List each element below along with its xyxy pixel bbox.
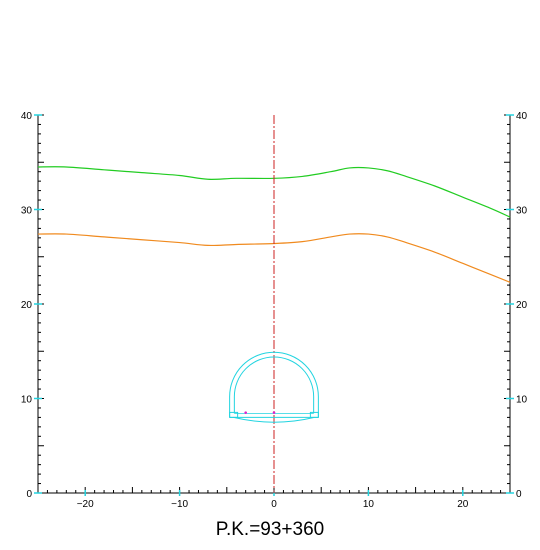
y-right-tick-label: 0 (516, 489, 522, 500)
x-tick-label: 0 (271, 499, 277, 510)
tunnel-section (229, 351, 319, 423)
y-left-tick-label: 30 (21, 206, 33, 217)
tunnel-invert (233, 416, 315, 423)
section-caption: P.K.=93+360 (215, 519, 325, 540)
y-left-tick-label: 20 (21, 300, 33, 311)
terrain-bottom-line (37, 233, 511, 283)
y-left-tick-label: 0 (26, 489, 32, 500)
axis-tick-labels: −20 −10 0 10 20 0 0 10 10 20 20 30 30 40 40 (21, 111, 528, 510)
x-tick-label: 20 (457, 499, 469, 510)
y-right-tick-label: 40 (516, 111, 528, 122)
y-left-tick-label: 10 (21, 395, 33, 406)
x-tick-label: −10 (171, 499, 188, 510)
tunnel-point (272, 411, 276, 414)
tunnel-outer-arch (229, 351, 319, 418)
y-left-tick-label: 40 (21, 111, 33, 122)
y-right-tick-label: 20 (516, 300, 528, 311)
x-tick-label: −20 (77, 499, 94, 510)
tunnel-inner-arch (233, 356, 315, 414)
x-tick-label: 10 (363, 499, 375, 510)
y-right-tick-label: 10 (516, 395, 528, 406)
y-right-tick-label: 30 (516, 206, 528, 217)
axis-ticks (34, 114, 514, 496)
terrain-top-line (37, 166, 511, 218)
tunnel-point (244, 411, 247, 414)
terrain-profiles (37, 166, 511, 283)
